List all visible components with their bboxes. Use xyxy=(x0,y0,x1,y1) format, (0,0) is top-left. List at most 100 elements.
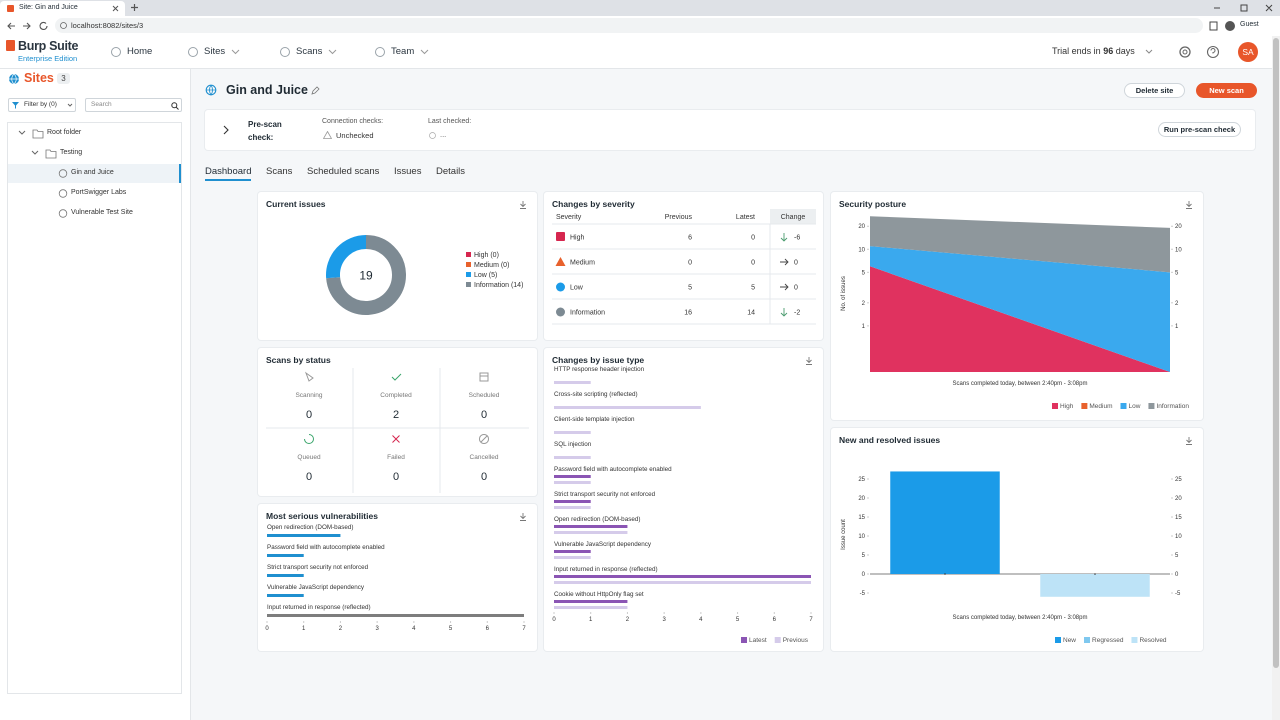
tree-row[interactable]: Testing xyxy=(8,144,181,163)
url-bar[interactable]: localhost:8082/sites/3 xyxy=(55,18,1203,33)
scroll-thumb[interactable] xyxy=(1273,38,1279,668)
bar xyxy=(554,506,591,509)
latest-value: 14 xyxy=(747,310,755,317)
shape xyxy=(1210,48,1216,54)
tree-chevron xyxy=(31,150,39,155)
tab[interactable]: Scheduled scans xyxy=(307,166,380,177)
tab[interactable]: Dashboard xyxy=(205,166,252,177)
latest-value: 5 xyxy=(751,285,755,292)
tree-icon xyxy=(58,169,68,178)
y-tick-label: 0 xyxy=(862,572,866,578)
tree-label: Testing xyxy=(60,149,83,156)
status-icon xyxy=(479,372,489,382)
legend-label: High xyxy=(1060,403,1074,410)
tree-row[interactable]: Root folder xyxy=(8,124,181,143)
legend-label: New xyxy=(1063,637,1076,644)
shape xyxy=(323,131,332,139)
logo-mark xyxy=(6,40,15,51)
trial-notice[interactable]: Trial ends in 96 days xyxy=(1052,46,1135,56)
prescan-button[interactable]: Run pre-scan check xyxy=(1158,122,1241,137)
previous-value: 5 xyxy=(688,285,692,292)
status-value: 0 xyxy=(306,471,312,483)
category-tick xyxy=(1094,573,1096,575)
severity-name: Low xyxy=(570,285,584,292)
y-tick-label: 25 xyxy=(858,477,865,483)
previous-value: 6 xyxy=(688,235,692,242)
tree-row[interactable]: Vulnerable Test Site xyxy=(8,204,181,223)
panel: Most serious vulnerabilities 0 1 2 3 4 5 6 7 Open… xyxy=(258,504,537,651)
filter-icon xyxy=(12,102,19,109)
category-label: Input returned in response (reflected) xyxy=(554,566,658,573)
tab[interactable]: Scans xyxy=(266,166,293,177)
chevron-shape xyxy=(231,49,240,55)
column-header: Previous xyxy=(665,214,693,221)
tree-chevron xyxy=(18,130,26,135)
legend-label: Medium xyxy=(1089,403,1112,410)
x-tick-label: 0 xyxy=(265,626,269,632)
shape xyxy=(1182,49,1188,55)
nav-item[interactable]: Scans xyxy=(296,46,323,57)
bar xyxy=(554,600,628,603)
edit-icon[interactable] xyxy=(311,86,320,95)
latest-value: 0 xyxy=(751,260,755,267)
filter-button[interactable]: Filter by (0) xyxy=(8,98,76,112)
area xyxy=(870,246,1170,372)
download-icon[interactable] xyxy=(1186,437,1192,445)
tree-row[interactable]: Gin and Juice xyxy=(8,164,181,183)
nav-buttons[interactable] xyxy=(5,20,53,32)
tree-row[interactable]: PortSwigger Labs xyxy=(8,184,181,203)
x-tick-label: 1 xyxy=(589,617,593,623)
previous-value: 16 xyxy=(684,310,692,317)
panel-title: Changes by issue type xyxy=(552,355,644,365)
status-icon xyxy=(304,434,314,444)
change-arrow xyxy=(780,233,788,242)
area xyxy=(870,266,1170,372)
status-icon xyxy=(392,435,400,443)
category-label: HTTP response header injection xyxy=(554,366,645,373)
browser-tab[interactable]: Site: Gin and Juice xyxy=(0,1,125,16)
severity-name: Medium xyxy=(570,260,595,267)
delete-site-button[interactable]: Delete site xyxy=(1124,83,1185,98)
shape xyxy=(1225,21,1235,31)
new-tab[interactable] xyxy=(130,3,139,12)
legend-swatch xyxy=(1148,403,1155,409)
bar xyxy=(554,525,628,528)
connection-value: Unchecked xyxy=(336,131,374,140)
legend-swatch xyxy=(466,282,471,287)
address-row: localhost:8082/sites/3 Guest xyxy=(0,16,1280,36)
y-axis-label: Issue count xyxy=(841,519,847,550)
expand-chevron[interactable] xyxy=(222,125,230,135)
category-label: Open redirection (DOM-based) xyxy=(554,516,640,523)
panel-title: Current issues xyxy=(266,199,326,209)
chevron-shape xyxy=(328,49,337,55)
tab[interactable]: Details xyxy=(436,166,466,177)
nav-item[interactable]: Sites xyxy=(204,46,226,57)
tab[interactable]: Issues xyxy=(394,166,422,177)
download-icon[interactable] xyxy=(520,513,526,521)
legend-label: Low xyxy=(1129,403,1141,410)
search-box[interactable]: Search xyxy=(85,98,182,112)
y-tick-label: 20 xyxy=(858,224,865,230)
download-icon[interactable] xyxy=(1186,201,1192,209)
y2-tick-label: 5 xyxy=(1175,553,1179,559)
y2-tick-label: 25 xyxy=(1175,477,1182,483)
new-scan-button[interactable]: New scan xyxy=(1196,83,1257,98)
download-icon[interactable] xyxy=(806,357,812,365)
download-icon[interactable] xyxy=(520,201,526,209)
shape xyxy=(429,132,436,139)
site-tree: Root folder Testing Gin and Juice PortSwigg… xyxy=(7,122,182,694)
status-value: 0 xyxy=(393,471,399,483)
profile-icon[interactable] xyxy=(1209,20,1235,32)
settings-help[interactable] xyxy=(1177,44,1223,60)
panel-title: Most serious vulnerabilities xyxy=(266,511,378,521)
nav-item[interactable]: Home xyxy=(127,46,153,57)
prescan-card: Pre-scan check: Connection checks: Unche… xyxy=(205,110,1255,150)
panel-canvas: Most serious vulnerabilities 0 1 2 3 4 5 6 7 Open… xyxy=(265,511,526,632)
x-axis-label: Scans completed today, between 2:40pm - … xyxy=(953,615,1088,621)
avatar[interactable]: SA xyxy=(1238,42,1258,62)
legend-swatch xyxy=(466,262,471,267)
window-controls[interactable] xyxy=(1210,2,1276,14)
nav-item[interactable]: Team xyxy=(391,46,415,57)
bar xyxy=(554,500,591,503)
tab-close[interactable] xyxy=(112,5,119,12)
